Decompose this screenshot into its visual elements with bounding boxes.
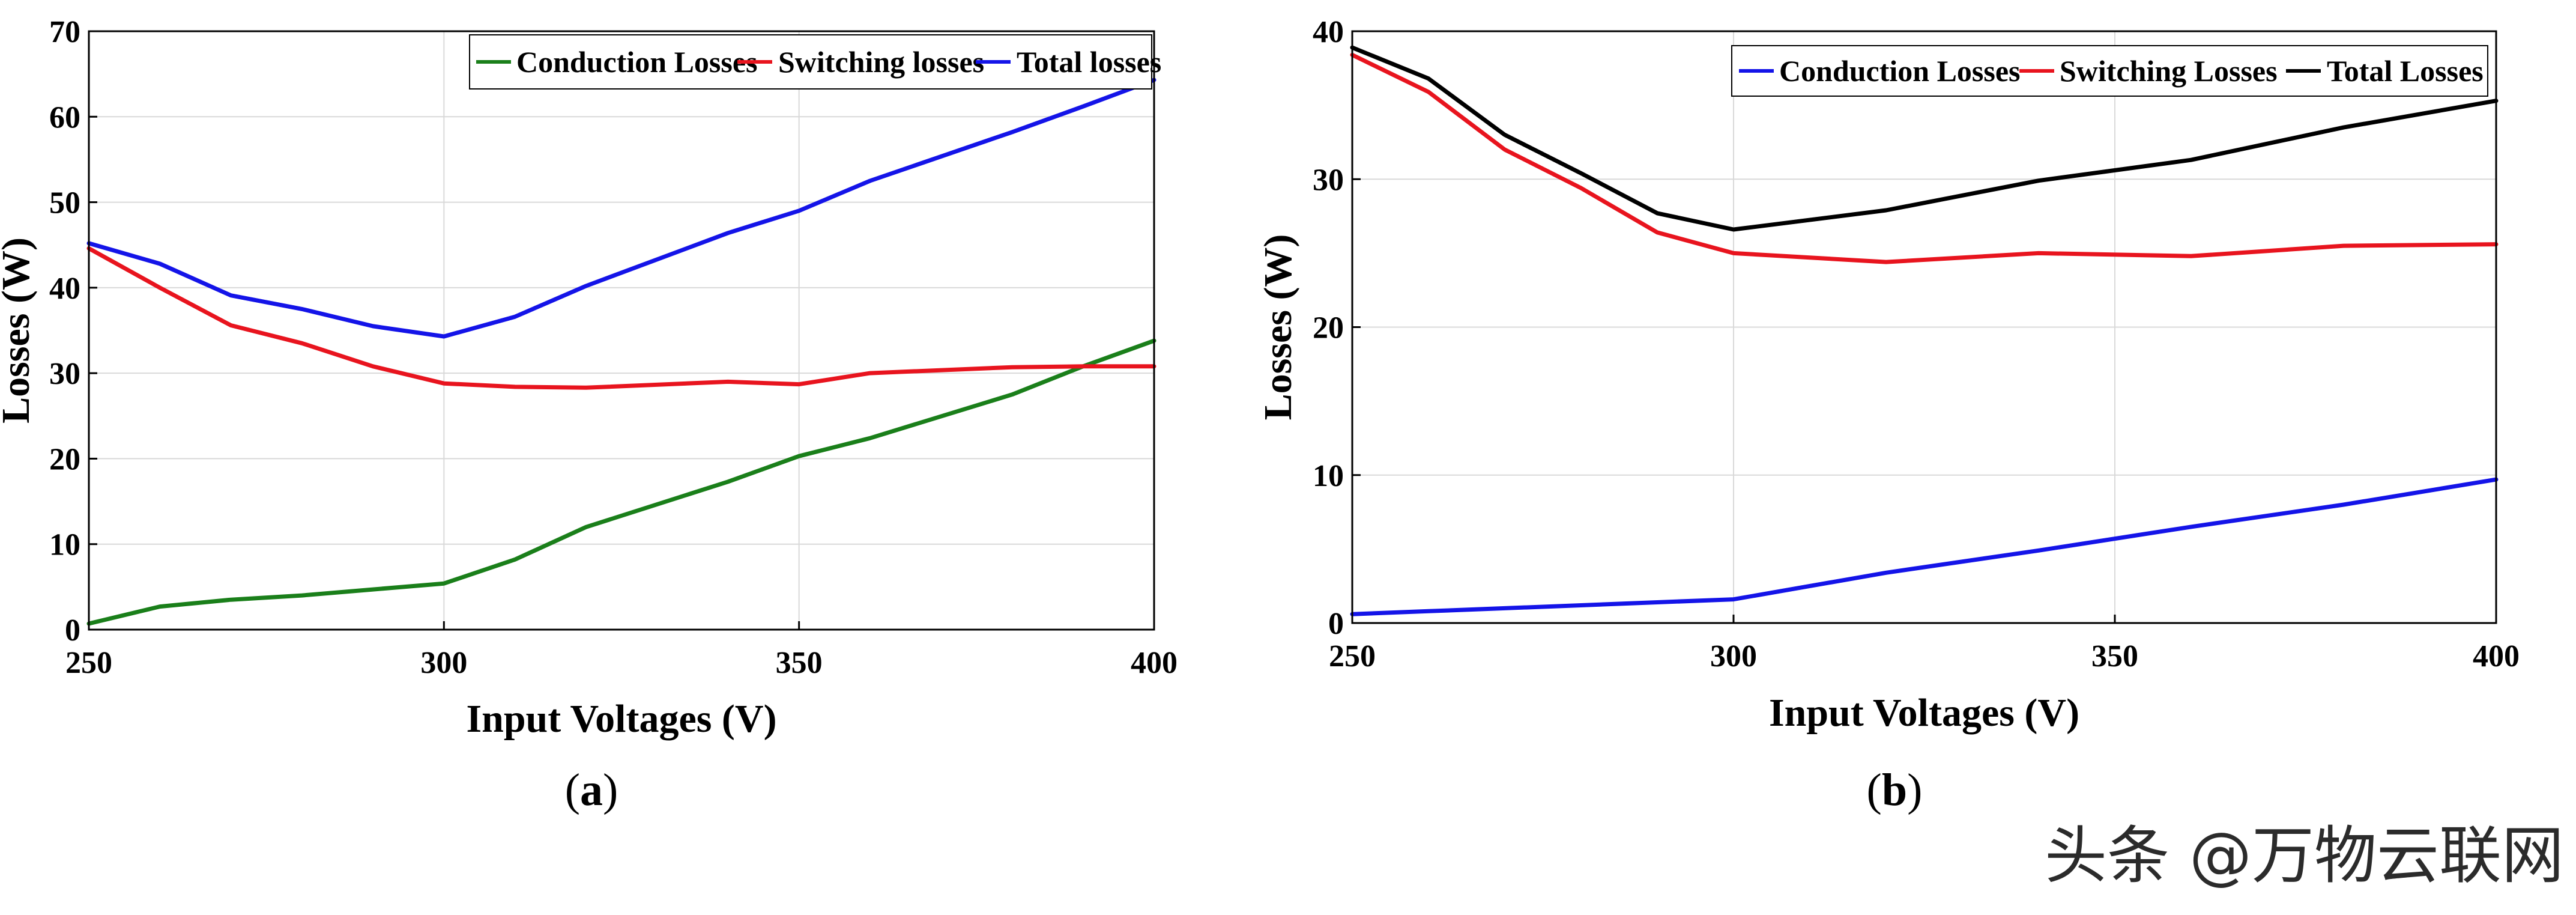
panel-a-ytick-label-10: 10 <box>49 528 80 562</box>
panel-a-legend-label-1: Switching losses <box>778 45 984 79</box>
panel-a-ytick-label-50: 50 <box>49 186 80 220</box>
panel-a-xtick-label-400: 400 <box>1131 646 1178 680</box>
panel-a-plot-frame <box>88 30 1155 631</box>
panel-b-caption-open-paren: ( <box>1867 765 1882 815</box>
panel-b-ytick-label-10: 10 <box>1313 459 1344 493</box>
panel-b-xtick-label-400: 400 <box>2473 639 2520 673</box>
panel-a-xtick-label-300: 300 <box>420 646 467 680</box>
panel-b-ytick-label-40: 40 <box>1313 15 1344 49</box>
watermark-text: 头条 @万物云联网 <box>2045 819 2564 892</box>
panel-a-caption-open-paren: ( <box>565 765 580 815</box>
panel-b-xtick-label-300: 300 <box>1710 639 1757 673</box>
panel-a-x-axis-label: Input Voltages (V) <box>466 697 776 741</box>
panel-b-series-line-0 <box>1350 477 2499 616</box>
panel-a-legend-box <box>469 34 1152 90</box>
panel-a-legend-label-0: Conduction Losses <box>516 45 758 79</box>
panel-b-legend-label-2: Total Losses <box>2327 54 2484 88</box>
panel-a-ytick-label-0: 0 <box>65 613 80 648</box>
chart-panel-b: 0 10 20 30 40 250 300 350 400 Input Voltages (V) L… <box>1256 15 2520 815</box>
panel-b-legend-label-1: Switching Losses <box>2060 54 2278 88</box>
panel-a-ytick-label-20: 20 <box>49 442 80 476</box>
panel-a-series-line-2 <box>86 78 1156 339</box>
panel-a-ytick-label-60: 60 <box>49 100 80 135</box>
panel-b-series-line-1 <box>1350 52 2499 264</box>
panel-a-caption-letter: a <box>580 765 603 815</box>
panel-b-caption: (b) <box>1867 765 1923 815</box>
chart-panel-a: 0 10 20 30 40 50 60 70 250 300 350 400 Input Voltage… <box>0 15 1178 815</box>
panel-a-series-line-0 <box>86 338 1156 626</box>
panel-b-ytick-label-30: 30 <box>1313 163 1344 197</box>
panel-b-x-axis-label: Input Voltages (V) <box>1769 691 2079 735</box>
panel-b-legend-box <box>1731 45 2488 97</box>
panel-a-xtick-label-250: 250 <box>65 646 112 680</box>
panel-b-ytick-label-0: 0 <box>1328 607 1344 641</box>
panel-b-xtick-label-350: 350 <box>2091 639 2138 673</box>
panel-a-xtick-label-350: 350 <box>776 646 823 680</box>
panel-a-caption: (a) <box>565 765 618 815</box>
panel-a-ytick-label-40: 40 <box>49 272 80 306</box>
panel-b-legend-label-0: Conduction Losses <box>1779 54 2021 88</box>
panel-b-y-axis-label: Losses (W) <box>1256 234 1300 421</box>
panel-a-legend-label-2: Total losses <box>1017 45 1161 79</box>
panel-b-caption-close-paren: ) <box>1907 765 1922 815</box>
panel-b-series-line-2 <box>1350 45 2499 232</box>
panel-a-series-line-1 <box>86 246 1156 390</box>
panel-a-y-axis-label: Losses (W) <box>0 237 38 424</box>
panel-b-ytick-label-20: 20 <box>1313 311 1344 345</box>
panel-a-ytick-label-30: 30 <box>49 357 80 391</box>
panel-a-caption-close-paren: ) <box>603 765 618 815</box>
panel-b-xtick-label-250: 250 <box>1329 639 1376 673</box>
panel-b-caption-letter: b <box>1882 765 1907 815</box>
panel-a-ytick-label-70: 70 <box>49 15 80 49</box>
